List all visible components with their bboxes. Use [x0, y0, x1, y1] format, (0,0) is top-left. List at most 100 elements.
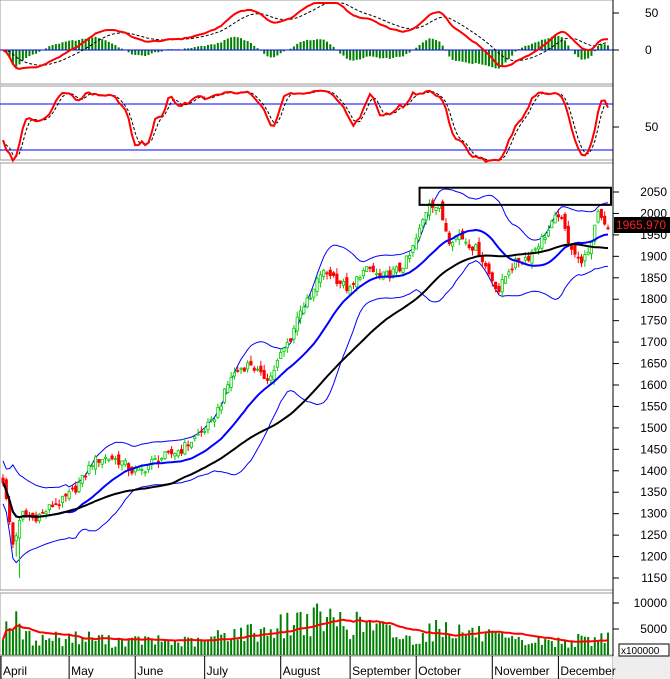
- candle-body: [599, 209, 603, 218]
- candle-body: [252, 367, 256, 371]
- candle-body: [540, 236, 544, 249]
- candle-body: [143, 471, 147, 474]
- candle-body: [166, 450, 170, 453]
- candle-body: [289, 338, 293, 342]
- candle-body: [229, 376, 233, 388]
- candle-body: [179, 449, 184, 454]
- candle-body: [345, 277, 349, 292]
- candle-body: [338, 280, 342, 284]
- candle-body: [530, 251, 534, 264]
- candle-body: [312, 288, 316, 298]
- candle-body: [583, 254, 587, 262]
- candle-body: [117, 454, 121, 465]
- candle-body: [470, 246, 475, 251]
- candle-body: [193, 436, 197, 439]
- candle-body: [84, 475, 88, 478]
- candle-body: [80, 474, 84, 484]
- candle-body: [368, 266, 372, 269]
- candle-body: [160, 458, 164, 461]
- candle-body: [44, 511, 48, 515]
- candle-body: [305, 297, 309, 308]
- candle-body: [533, 248, 537, 251]
- candle-body: [203, 430, 207, 433]
- candle-body: [41, 511, 45, 514]
- candle-body: [123, 460, 127, 466]
- candle-body: [424, 212, 428, 221]
- candle-body: [404, 255, 408, 269]
- candle-body: [199, 430, 203, 433]
- candle-body: [146, 464, 151, 470]
- candle-body: [503, 276, 508, 284]
- candle-body: [573, 245, 577, 255]
- volume-unit-label: x100000: [621, 646, 660, 657]
- candle-body: [341, 280, 346, 286]
- candle-body: [494, 281, 498, 290]
- macd-tick-label: 50: [645, 6, 659, 20]
- candle-body: [358, 277, 362, 280]
- candle-body: [563, 213, 567, 229]
- panel-frame: [0, 85, 614, 161]
- candle-body: [189, 441, 193, 448]
- candle-body: [150, 458, 154, 466]
- candle-body: [451, 241, 455, 247]
- ma-long-line: [2, 243, 609, 519]
- candle-body: [398, 262, 402, 272]
- candle-body: [335, 273, 339, 284]
- candle-body: [74, 485, 78, 493]
- candle-body: [437, 205, 441, 209]
- candle-body: [222, 388, 227, 403]
- candle-body: [603, 215, 607, 225]
- candle-body: [355, 276, 359, 288]
- candle-body: [418, 227, 422, 238]
- price-tick-label: 1500: [640, 421, 667, 435]
- candle-body: [490, 272, 494, 282]
- candle-body: [497, 285, 501, 293]
- candle-body: [170, 449, 174, 455]
- candle-body: [1, 477, 5, 483]
- candle-body: [596, 211, 600, 223]
- candle-body: [411, 245, 415, 253]
- candle-body: [153, 458, 157, 460]
- candle-body: [371, 265, 375, 273]
- price-tick-label: 2050: [640, 185, 667, 199]
- price-tick-label: 1800: [640, 292, 667, 306]
- candle-body: [550, 220, 554, 229]
- candle-body: [209, 418, 213, 421]
- month-label: May: [71, 664, 94, 678]
- candle-body: [480, 256, 484, 263]
- candle-body: [507, 271, 511, 276]
- month-label: December: [560, 664, 615, 678]
- candle-body: [219, 405, 223, 411]
- macd-signal-line: [2, 2, 609, 66]
- candle-body: [477, 241, 481, 257]
- candle-body: [103, 456, 108, 459]
- candle-body: [51, 504, 55, 507]
- candle-body: [57, 504, 61, 507]
- candle-body: [14, 535, 18, 542]
- candle-body: [460, 230, 465, 240]
- candle-body: [246, 362, 250, 370]
- candle-body: [348, 286, 352, 295]
- candle-body: [295, 316, 299, 332]
- volume-tick-label: 10000: [634, 596, 668, 610]
- candle-body: [90, 465, 94, 467]
- candle-body: [513, 258, 517, 269]
- candle-body: [275, 360, 279, 368]
- candle-body: [593, 224, 597, 242]
- candle-body: [285, 342, 289, 349]
- candle-body: [325, 272, 329, 275]
- candle-body: [17, 520, 22, 539]
- price-tick-label: 1900: [640, 249, 667, 263]
- candle-body: [24, 510, 28, 516]
- volume-tick-label: 5000: [640, 622, 667, 636]
- candle-body: [113, 458, 117, 461]
- oscillator-line: [2, 89, 609, 163]
- candle-body: [375, 273, 379, 276]
- candle-body: [474, 244, 478, 251]
- candle-body: [467, 244, 471, 248]
- candle-body: [140, 469, 144, 471]
- candle-body: [328, 269, 332, 277]
- candle-body: [510, 268, 514, 271]
